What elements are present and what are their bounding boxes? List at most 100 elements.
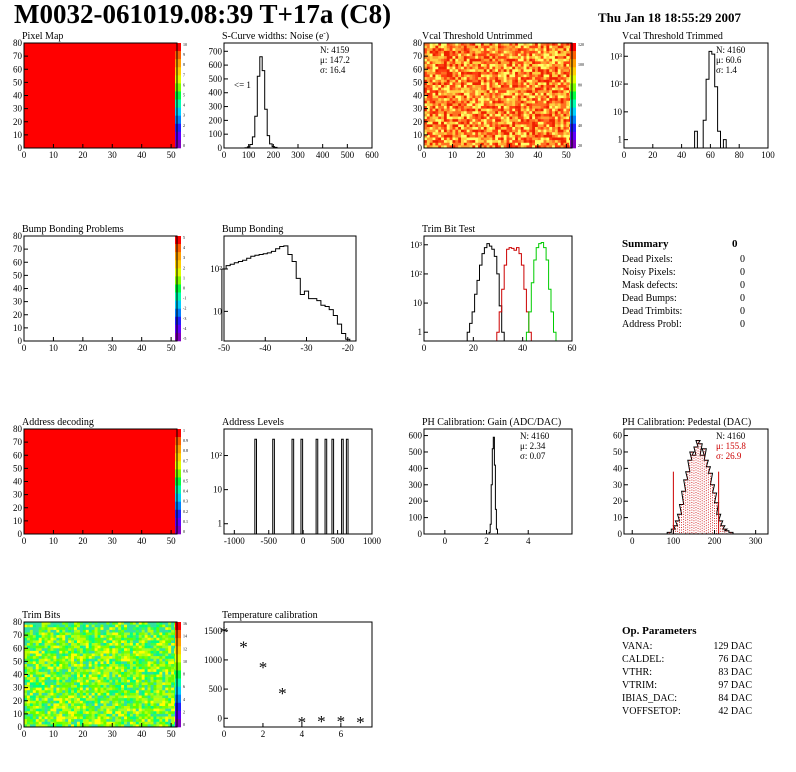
colorbar-segment — [175, 316, 181, 326]
heatmap-cell — [59, 711, 63, 715]
heatmap-cell — [546, 103, 550, 107]
heatmap-cell — [165, 698, 169, 702]
heatmap-cell — [68, 671, 72, 675]
heatmap-cell — [32, 716, 37, 720]
colorbar-segment — [175, 292, 181, 301]
colorbar-segment — [175, 268, 181, 277]
scatter-point: * — [278, 684, 287, 703]
summary-row-value: 0 — [740, 267, 745, 278]
heatmap-cell — [100, 653, 104, 657]
heatmap-cell — [68, 656, 72, 660]
heatmap-cell — [150, 640, 154, 644]
heatmap-cell — [520, 124, 524, 128]
heatmap-cell — [85, 658, 90, 662]
heatmap-cell — [41, 679, 45, 683]
heatmap-cell — [103, 677, 107, 681]
heatmap-cell — [480, 71, 485, 75]
heatmap-cell — [44, 629, 48, 633]
heatmap-cell — [126, 653, 131, 657]
heatmap-cell — [79, 661, 84, 665]
colorbar-tick-label: 60 — [578, 103, 582, 108]
y-tick-label: 70 — [13, 630, 23, 640]
heatmap-cell — [446, 108, 450, 112]
heatmap-cell — [168, 719, 172, 723]
heatmap-cell — [438, 145, 442, 149]
heatmap-cell — [147, 635, 151, 639]
heatmap-cell — [486, 45, 490, 49]
heatmap-cell — [162, 724, 166, 728]
heatmap-cell — [138, 669, 142, 673]
heatmap-cell — [112, 629, 116, 633]
heatmap-cell — [71, 664, 75, 667]
heatmap-cell — [520, 90, 524, 94]
heatmap-cell — [480, 79, 485, 83]
heatmap-cell — [135, 682, 140, 686]
heatmap-cell — [549, 137, 553, 141]
heatmap-cell — [529, 132, 533, 136]
heatmap-cell — [495, 87, 499, 91]
heatmap-cell — [38, 703, 42, 707]
heatmap-cell — [526, 56, 530, 60]
heatmap-cell — [41, 685, 45, 688]
heatmap-cell — [129, 687, 134, 691]
heatmap-cell — [441, 129, 445, 133]
heatmap-cell — [74, 719, 78, 723]
heatmap-cell — [68, 690, 72, 694]
heatmap-cell — [483, 69, 487, 73]
heatmap-cell — [529, 61, 533, 65]
heatmap-cell — [29, 664, 34, 667]
heatmap-cell — [94, 622, 98, 625]
date-label: Thu Jan 18 18:55:29 2007 — [598, 10, 742, 25]
heatmap-cell — [29, 685, 34, 688]
heatmap-cell — [138, 629, 142, 633]
heatmap-cell — [463, 79, 467, 83]
heatmap-cell — [94, 685, 98, 688]
heatmap-cell — [458, 116, 462, 120]
heatmap-cell — [560, 119, 564, 123]
y-tick-label: 20 — [13, 696, 23, 706]
x-tick-label: -20 — [342, 343, 354, 353]
heatmap-cell — [135, 708, 140, 712]
heatmap-cell — [449, 64, 453, 67]
heatmap-cell — [446, 100, 450, 104]
heatmap-cell — [171, 661, 175, 665]
heatmap-cell — [118, 648, 122, 652]
heatmap-cell — [441, 48, 445, 52]
heatmap-cell — [435, 50, 439, 54]
heatmap-cell — [97, 698, 101, 702]
heatmap-cell — [549, 61, 553, 65]
heatmap-cell — [53, 648, 57, 652]
heatmap-cell — [91, 724, 95, 728]
heatmap-cell — [520, 116, 524, 120]
heatmap-cell — [118, 687, 122, 691]
heatmap-cell — [537, 95, 541, 99]
heatmap-cell — [475, 140, 479, 144]
heatmap-cell — [171, 700, 175, 704]
heatmap-cell — [26, 664, 31, 667]
heatmap-cell — [41, 671, 45, 675]
heatmap-cell — [53, 669, 57, 673]
heatmap-cell — [540, 100, 544, 104]
heatmap-cell — [563, 77, 567, 81]
heatmap-cell — [65, 695, 69, 699]
heatmap-cell — [38, 624, 42, 628]
heatmap-cell — [443, 87, 448, 91]
heatmap-cell — [100, 640, 104, 644]
heatmap-cell — [144, 685, 148, 688]
param-label: VANA: — [622, 641, 652, 652]
heatmap-cell — [85, 622, 90, 625]
heatmap-cell — [26, 711, 31, 715]
heatmap-cell — [532, 85, 536, 88]
heatmap-cell — [97, 706, 101, 709]
heatmap-cell — [41, 637, 45, 641]
heatmap-cell — [449, 90, 453, 94]
heatmap-cell — [76, 640, 81, 644]
heatmap-cell — [103, 669, 107, 673]
heatmap-cell — [79, 703, 84, 707]
heatmap-cell — [472, 103, 476, 107]
heatmap-cell — [475, 61, 479, 65]
heatmap-cell — [540, 50, 544, 54]
heatmap-cell — [59, 666, 63, 670]
heatmap-cell — [483, 129, 487, 133]
heatmap-cell — [162, 711, 166, 715]
